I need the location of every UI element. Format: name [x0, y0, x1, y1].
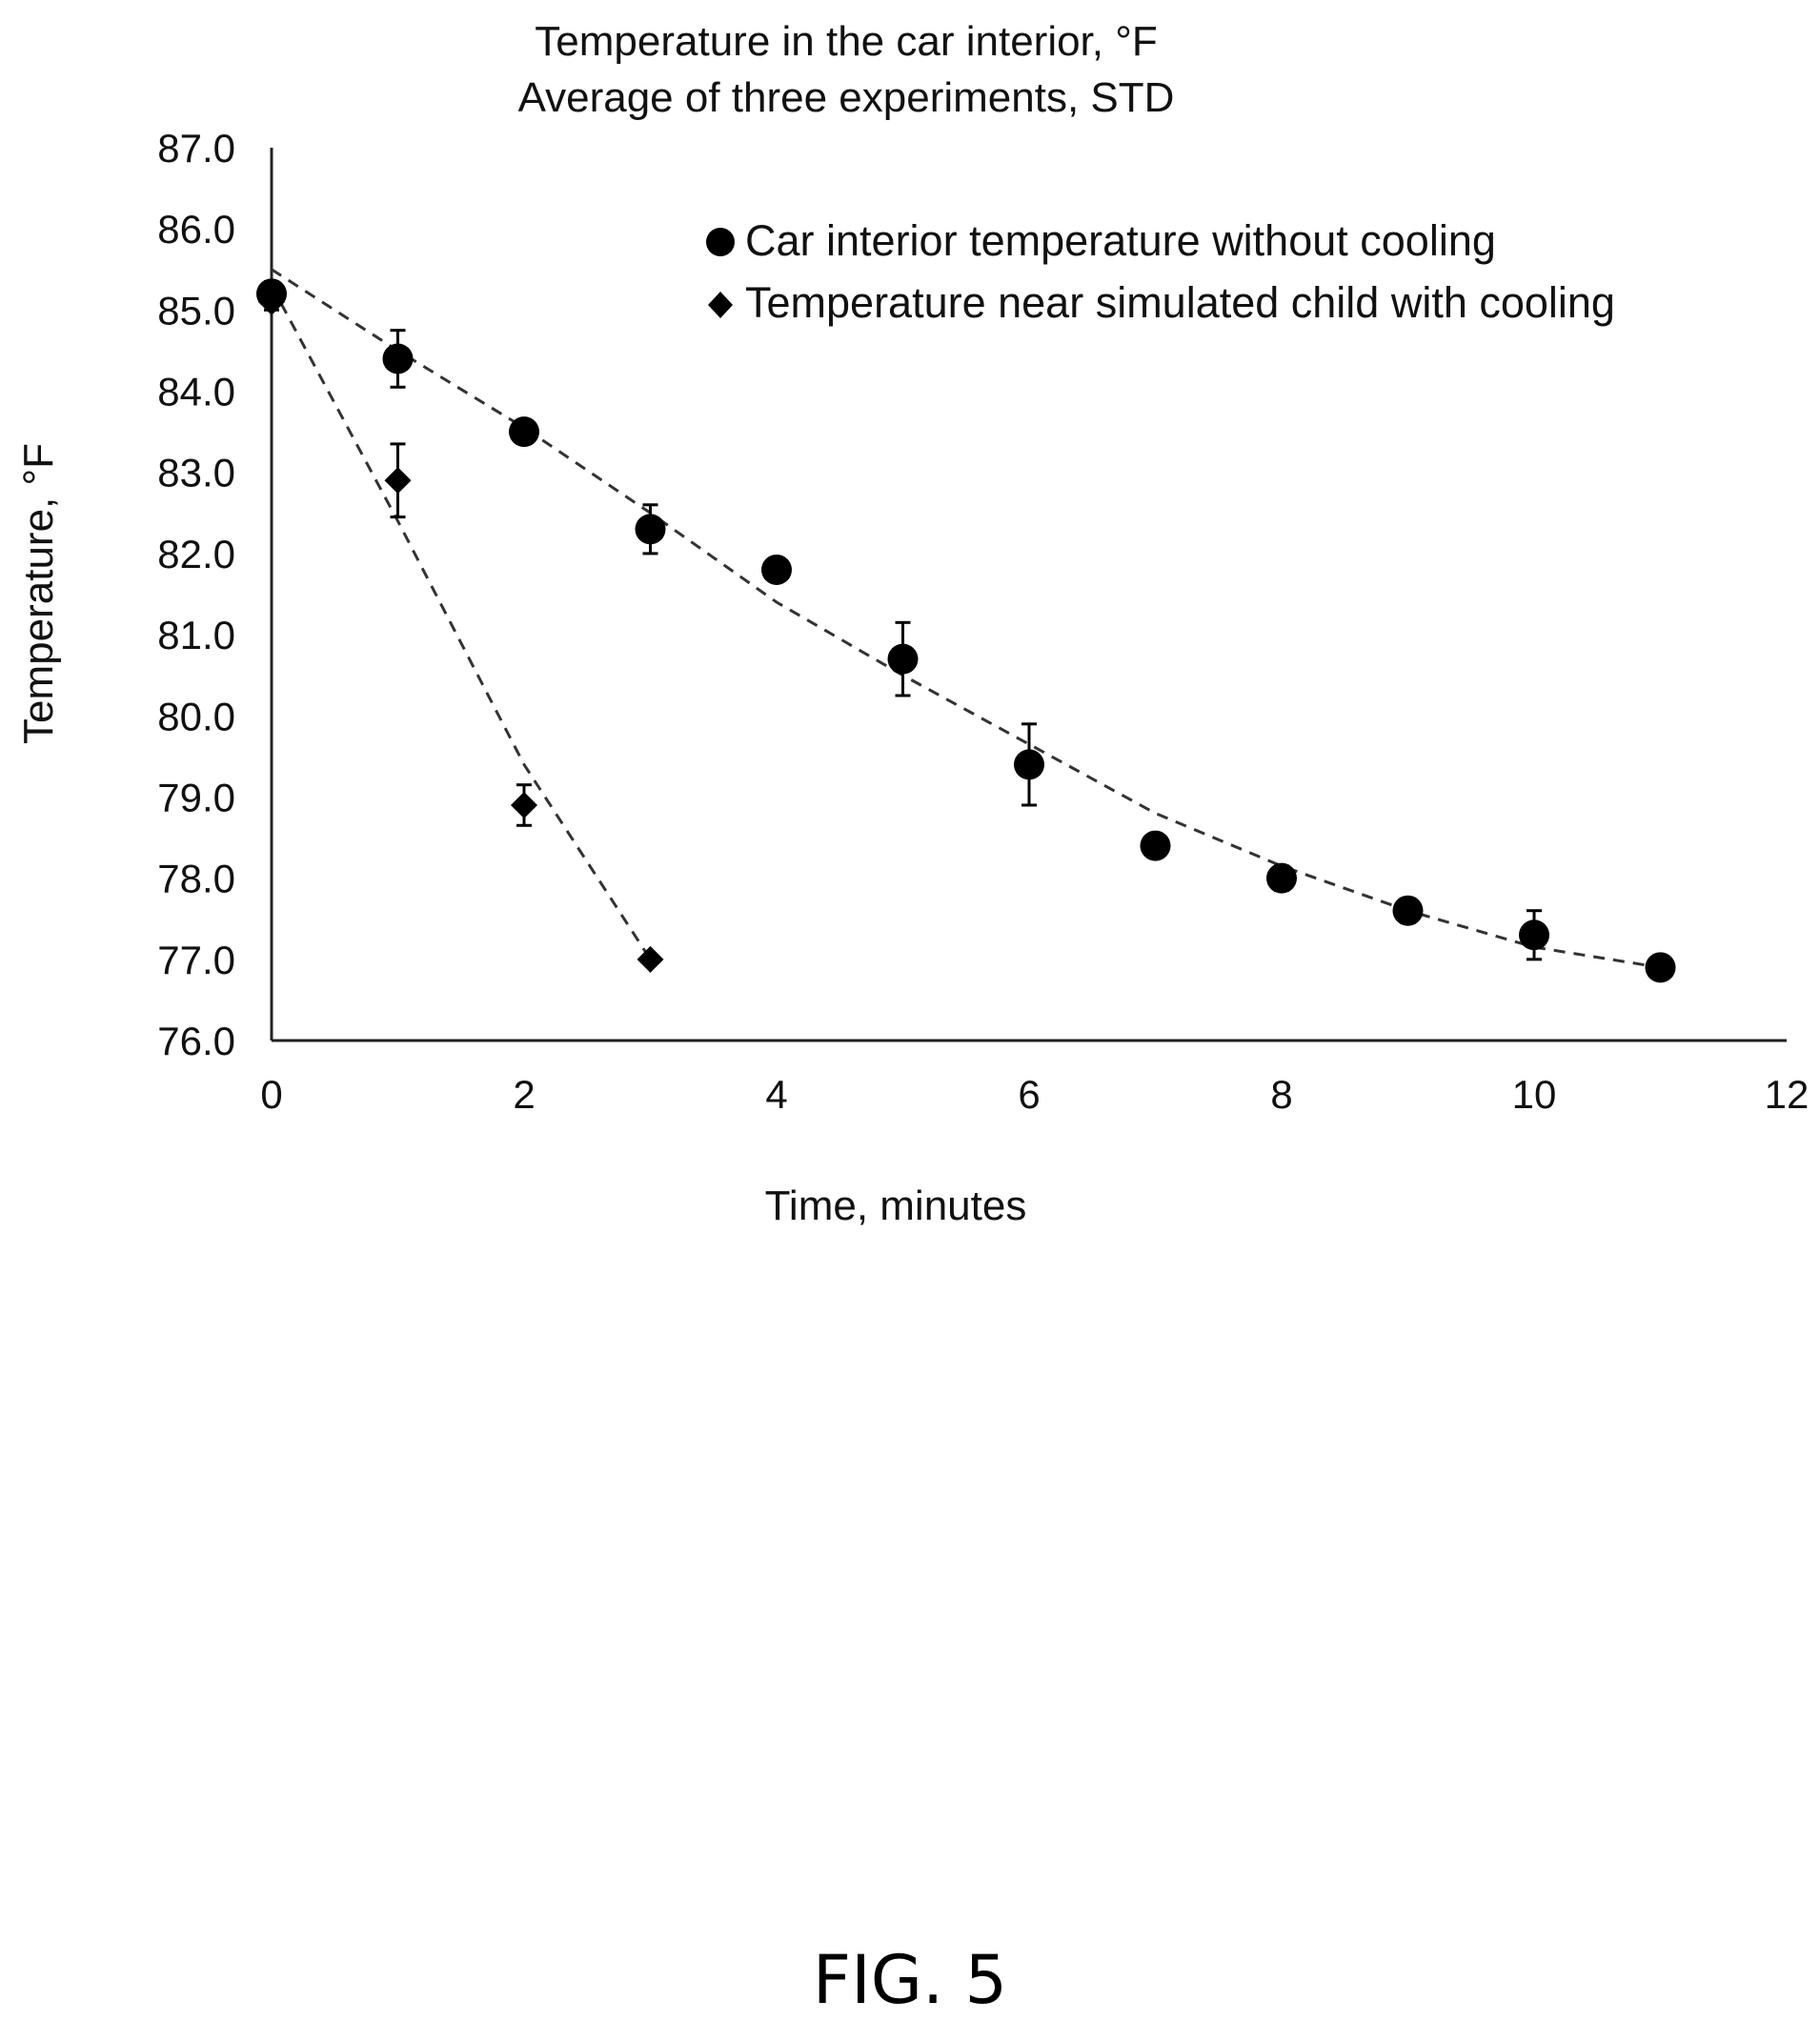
- point-series-1-7: [1140, 830, 1171, 861]
- y-tick-label-2: 78.0: [157, 857, 235, 901]
- legend-entry-series-1: Car interior temperature without cooling: [745, 216, 1496, 265]
- y-tick-label-4: 80.0: [157, 694, 235, 738]
- chart-title: Temperature in the car interior, °F: [535, 18, 1157, 65]
- point-series-2-0: [258, 288, 285, 315]
- legend-diamond-marker: [708, 292, 733, 318]
- data-markers: [256, 278, 1676, 983]
- trendlines: [270, 268, 1661, 969]
- error-bars: [264, 280, 1542, 961]
- y-tick-label-8: 84.0: [157, 370, 235, 414]
- x-tick-label-1: 2: [513, 1072, 535, 1117]
- point-series-1-3: [635, 514, 666, 545]
- figure-label: FIG. 5: [813, 1941, 1007, 2019]
- x-tick-label-2: 4: [765, 1072, 787, 1117]
- point-series-1-10: [1519, 920, 1549, 951]
- point-series-1-9: [1392, 895, 1424, 926]
- point-series-2-2: [511, 791, 537, 819]
- y-tick-label-5: 81.0: [157, 613, 235, 657]
- point-series-1-6: [1014, 749, 1044, 780]
- y-tick-label-6: 82.0: [157, 532, 235, 576]
- x-tick-label-5: 10: [1512, 1072, 1557, 1117]
- x-tick-label-3: 6: [1018, 1072, 1040, 1117]
- trendline-series-1: [271, 268, 1661, 969]
- legend: Car interior temperature without cooling…: [706, 216, 1615, 327]
- trendline-series-2: [270, 285, 652, 960]
- point-series-2-3: [637, 945, 664, 973]
- y-tick-label-0: 76.0: [157, 1019, 235, 1063]
- point-series-1-8: [1266, 862, 1297, 894]
- point-series-1-4: [761, 554, 792, 585]
- legend-circle-marker: [706, 228, 735, 256]
- y-axis-label: Temperature, °F: [15, 443, 62, 744]
- y-tick-label-10: 86.0: [157, 207, 235, 252]
- y-tick-label-1: 77.0: [157, 938, 235, 982]
- legend-entry-series-2: Temperature near simulated child with co…: [745, 278, 1615, 327]
- x-tick-label-4: 8: [1270, 1072, 1292, 1117]
- point-series-1-5: [887, 643, 919, 675]
- x-tick-label-6: 12: [1765, 1072, 1810, 1117]
- point-series-1-11: [1645, 952, 1676, 983]
- chart-subtitle: Average of three experiments, STD: [518, 74, 1175, 121]
- y-tick-label-7: 83.0: [157, 451, 235, 495]
- point-series-1-2: [509, 416, 539, 448]
- x-axis-label: Time, minutes: [765, 1182, 1027, 1229]
- y-tick-labels: 76.0 77.0 78.0 79.0 80.0 81.0 82.0 83.0 84.0 85.0…: [157, 126, 235, 1063]
- y-tick-label-9: 85.0: [157, 288, 235, 333]
- point-series-2-1: [384, 467, 412, 495]
- y-tick-label-3: 79.0: [157, 775, 235, 819]
- x-tick-labels: 0 2 4 6 8 10 12: [260, 1072, 1809, 1117]
- point-series-1-1: [382, 343, 414, 374]
- y-tick-label-11: 87.0: [157, 126, 235, 171]
- x-tick-label-0: 0: [260, 1072, 282, 1117]
